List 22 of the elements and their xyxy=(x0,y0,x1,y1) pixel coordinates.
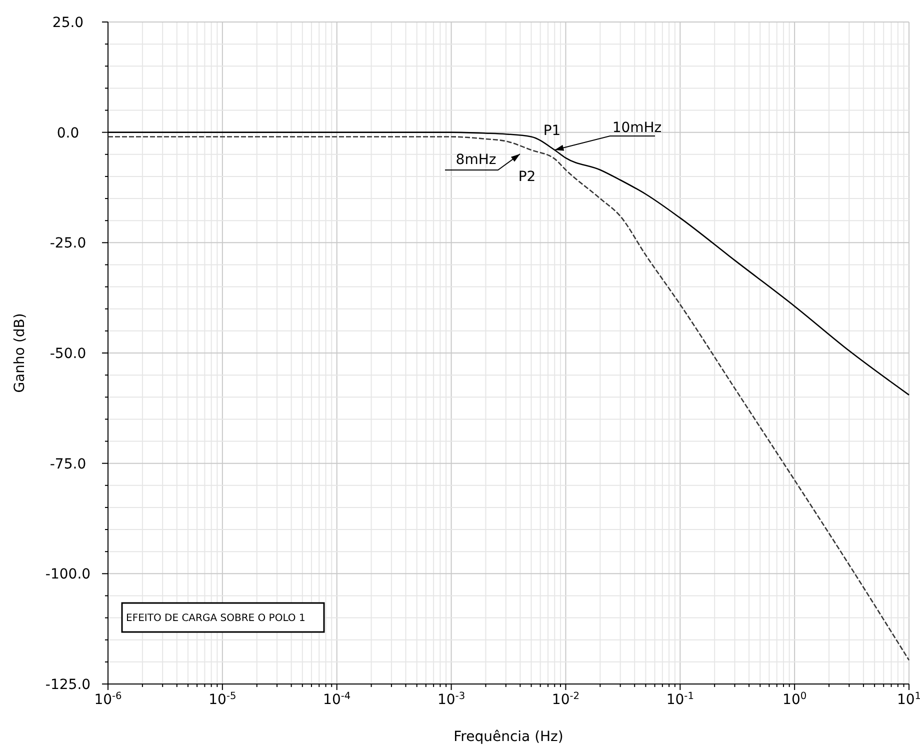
x-tick-label: 10$^{-2}$ xyxy=(552,690,580,708)
annotation: 10mHz xyxy=(612,120,662,136)
annotation: EFEITO DE CARGA SOBRE O POLO 1 xyxy=(126,613,306,624)
annotation: 8mHz xyxy=(456,152,496,168)
x-tick-label: 10$^{0}$ xyxy=(782,690,807,708)
y-tick-label: 0.0 xyxy=(56,125,80,142)
y-tick-label: -125.0 xyxy=(45,677,91,693)
y-tick-label: -75.0 xyxy=(50,456,86,472)
y-axis-title: Ganho (dB) xyxy=(12,313,28,393)
x-tick-label: 10$^{-6}$ xyxy=(94,690,122,708)
annotation: P1 xyxy=(543,123,561,139)
y-tick-label: 25.0 xyxy=(52,15,84,31)
x-tick-label: 10$^{-5}$ xyxy=(208,690,236,708)
x-tick-label: 10$^{-1}$ xyxy=(666,690,694,708)
x-tick-label: 10$^{1}$ xyxy=(896,690,920,708)
x-tick-label: 10$^{-3}$ xyxy=(437,690,466,708)
x-tick-label: 10$^{-4}$ xyxy=(323,690,351,708)
y-tick-label: -50.0 xyxy=(50,346,86,362)
x-axis-title: Frequência (Hz) xyxy=(454,729,564,745)
y-tick-label: -25.0 xyxy=(50,236,86,252)
annotation: P2 xyxy=(518,169,536,185)
y-tick-label: -100.0 xyxy=(45,566,91,583)
